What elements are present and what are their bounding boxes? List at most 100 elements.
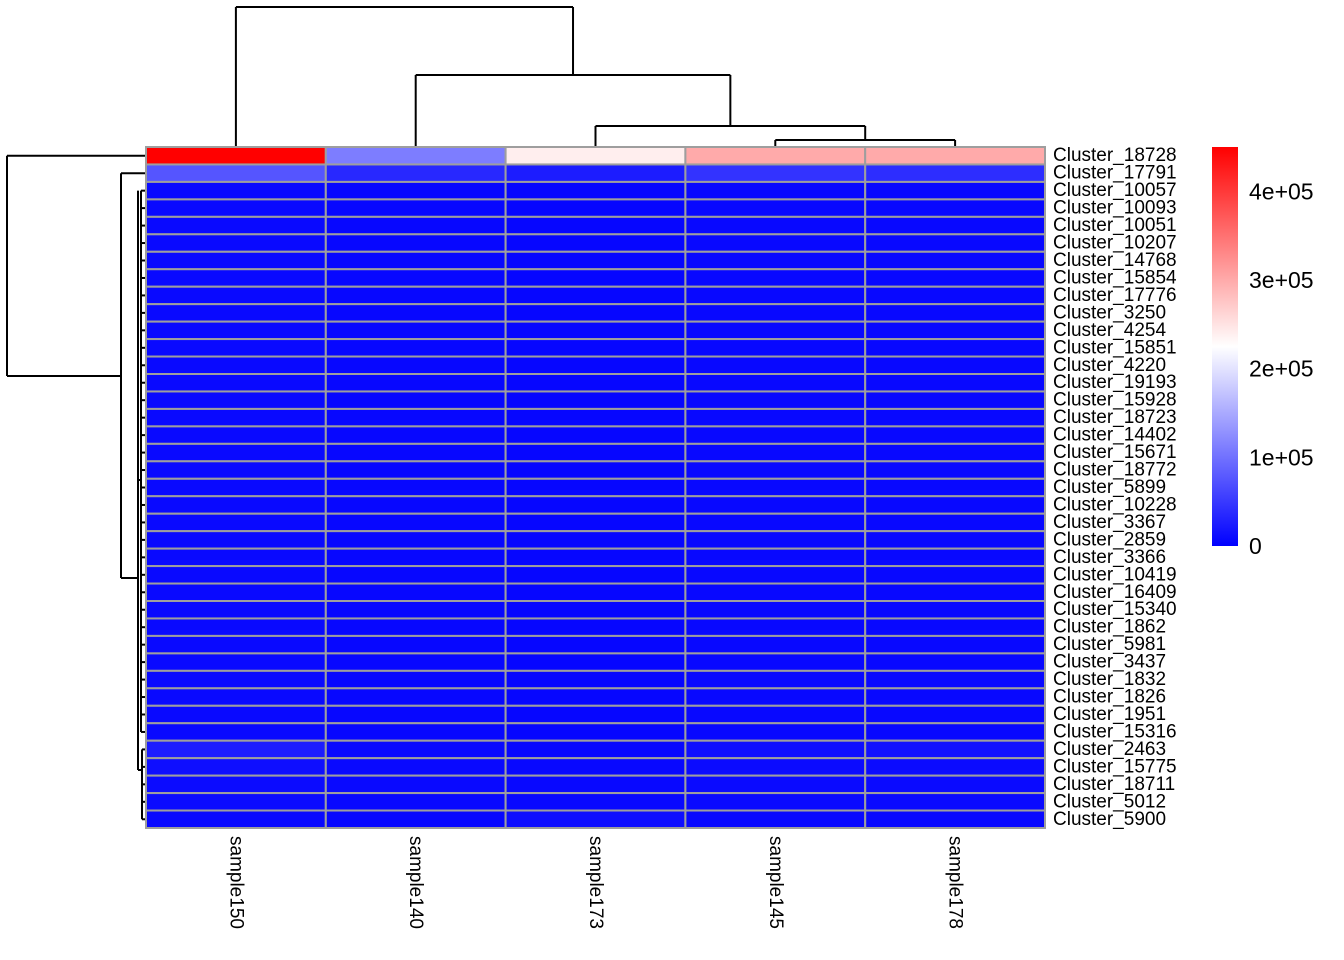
heatmap-cell [504, 198, 687, 218]
heatmap-cell [324, 792, 507, 812]
heatmap-cell [504, 180, 687, 201]
heatmap-cell [864, 355, 1047, 375]
heatmap-cell [324, 320, 507, 341]
heatmap-cell [324, 285, 507, 306]
row-label: Cluster_4220 [1053, 355, 1166, 376]
heatmap-cell [324, 722, 507, 742]
column-label: sample178 [945, 836, 966, 929]
row-label: Cluster_10057 [1053, 180, 1177, 201]
heatmap-cell [684, 460, 867, 480]
heatmap-cell [324, 530, 507, 550]
row-label: Cluster_15928 [1053, 390, 1177, 411]
heatmap-cell [504, 373, 687, 393]
heatmap-cell [864, 215, 1047, 236]
row-label: Cluster_18772 [1053, 460, 1177, 481]
heatmap-cell [684, 285, 867, 306]
heatmap-cell [864, 617, 1047, 637]
heatmap-cell [684, 250, 867, 271]
row-label: Cluster_17776 [1053, 285, 1177, 306]
heatmap-cell [684, 722, 867, 742]
heatmap-cell [145, 268, 327, 288]
color-legend: 0 1e+05 2e+05 3e+05 4e+05 [1212, 147, 1314, 559]
legend-tick-label: 0 [1249, 533, 1262, 559]
heatmap-cell [684, 215, 867, 236]
heatmap-cell [324, 687, 507, 707]
heatmap-cell [684, 582, 867, 602]
heatmap-cell [684, 163, 867, 183]
heatmap-cell [324, 460, 507, 480]
row-label: Cluster_15775 [1053, 756, 1177, 777]
heatmap-cell [684, 547, 867, 568]
heatmap-cell [864, 652, 1047, 672]
heatmap-cell [324, 634, 507, 655]
heatmap-cell [145, 303, 327, 323]
heatmap-cell [504, 600, 687, 620]
heatmap-cell [684, 425, 867, 445]
row-dendrogram [6, 154, 146, 821]
heatmap-cell [684, 320, 867, 341]
heatmap-cell [324, 704, 507, 725]
heatmap-cell [864, 460, 1047, 480]
heatmap-cell [864, 687, 1047, 707]
heatmap-cell [864, 320, 1047, 341]
heatmap-cell [864, 757, 1047, 777]
heatmap-cell [324, 233, 507, 253]
heatmap-cell [145, 477, 327, 498]
heatmap-cell [864, 704, 1047, 725]
row-label: Cluster_3437 [1053, 652, 1166, 673]
heatmap-cell [684, 233, 867, 253]
heatmap-cell [684, 792, 867, 812]
heatmap-cell [504, 355, 687, 375]
row-label: Cluster_5981 [1053, 634, 1166, 655]
heatmap-cell [145, 373, 327, 393]
heatmap-cell [864, 565, 1047, 585]
row-label: Cluster_14402 [1053, 425, 1177, 446]
heatmap-cell [684, 268, 867, 288]
heatmap-cell [324, 338, 507, 358]
heatmap-cell [504, 809, 687, 829]
row-label: Cluster_15340 [1053, 599, 1177, 620]
heatmap-cell [145, 739, 327, 760]
heatmap-cell [684, 180, 867, 201]
row-label: Cluster_1826 [1053, 687, 1166, 708]
heatmap-cell [145, 704, 327, 725]
row-label: Cluster_3367 [1053, 512, 1166, 533]
heatmap-cell [145, 792, 327, 812]
heatmap-cell [684, 669, 867, 690]
heatmap-cell [864, 268, 1047, 288]
heatmap-cell [864, 250, 1047, 271]
row-label: Cluster_10093 [1053, 198, 1177, 219]
heatmap-cell [684, 355, 867, 375]
heatmap-cell [145, 198, 327, 218]
heatmap-cell [324, 425, 507, 445]
row-label: Cluster_17791 [1053, 163, 1177, 184]
row-label: Cluster_5012 [1053, 791, 1166, 812]
heatmap-cell [504, 407, 687, 428]
heatmap-cell [145, 600, 327, 620]
heatmap-cell [504, 338, 687, 358]
heatmap-cell [324, 407, 507, 428]
row-label: Cluster_5900 [1053, 809, 1166, 830]
heatmap-cell [684, 757, 867, 777]
heatmap-cell [145, 774, 327, 795]
heatmap-cell [684, 600, 867, 620]
heatmap-cell [504, 530, 687, 550]
row-label: Cluster_1832 [1053, 669, 1166, 690]
heatmap-cell [324, 669, 507, 690]
heatmap-cell [324, 390, 507, 410]
heatmap-cell [504, 669, 687, 690]
column-label: sample150 [225, 836, 246, 929]
heatmap-cell [324, 198, 507, 218]
heatmap-cell [504, 774, 687, 795]
heatmap-cell [504, 617, 687, 637]
heatmap-cell [504, 792, 687, 812]
heatmap-cell [145, 617, 327, 637]
heatmap-cell [145, 442, 327, 463]
heatmap-cell [864, 530, 1047, 550]
column-label: sample140 [405, 836, 426, 929]
heatmap-cell [504, 320, 687, 341]
heatmap-cell [504, 757, 687, 777]
heatmap-cell [145, 355, 327, 375]
heatmap-cell [504, 233, 687, 253]
heatmap-cell [145, 250, 327, 271]
